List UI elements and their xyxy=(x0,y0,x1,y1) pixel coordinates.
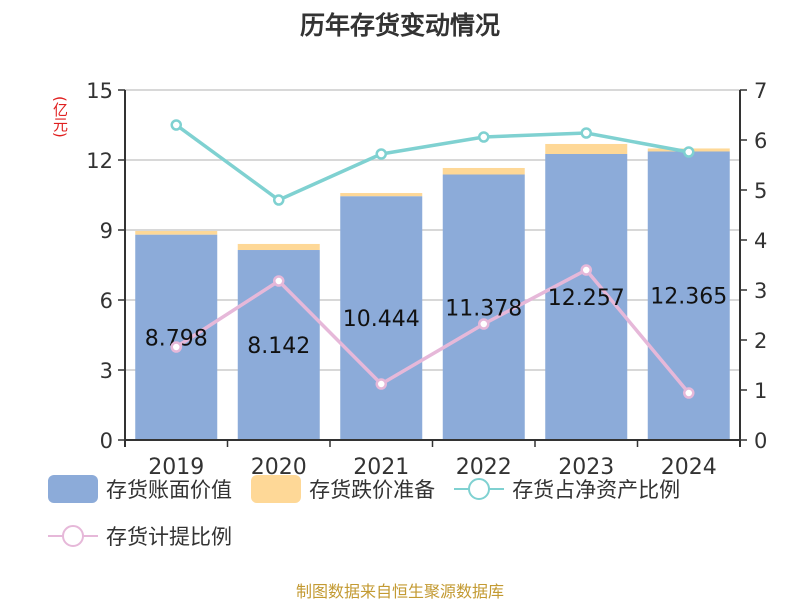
y2-axis-tick-label: 4 xyxy=(754,229,767,253)
x-axis-tick-label: 2022 xyxy=(456,455,512,480)
y-axis-tick-label: 15 xyxy=(86,79,113,103)
y2-axis-tick-label: 1 xyxy=(754,379,767,403)
legend-label: 存货账面价值 xyxy=(106,478,232,502)
y-axis-tick-label: 6 xyxy=(100,289,113,313)
data-source-note: 制图数据来自恒生聚源数据库 xyxy=(295,582,504,601)
bar-book-value xyxy=(135,234,218,440)
x-axis-tick-label: 2023 xyxy=(558,455,614,480)
bar-provision xyxy=(545,143,628,155)
x-axis-tick-label: 2019 xyxy=(148,455,204,480)
line-provision-ratio xyxy=(175,267,691,395)
legend-item-provision[interactable]: 存货跌价准备 xyxy=(251,472,435,506)
bar-provision xyxy=(237,243,320,251)
x-axis-tick-label: 2021 xyxy=(353,455,409,480)
bar-value-label: 12.365 xyxy=(650,285,727,310)
line-ratio-net-assets xyxy=(175,123,690,203)
legend-line-circle-icon xyxy=(454,475,505,503)
marker-ratio-net-assets xyxy=(683,146,695,158)
legend-item-book-value[interactable]: 存货账面价值 xyxy=(48,472,232,506)
legend-label: 存货占净资产比例 xyxy=(512,478,681,502)
marker-ratio-net-assets xyxy=(273,194,285,206)
bar-value-label: 12.257 xyxy=(548,286,625,311)
y2-axis-tick-label: 6 xyxy=(754,129,767,153)
chart-title: 历年存货变动情况 xyxy=(299,11,500,40)
marker-ratio-net-assets xyxy=(478,131,490,143)
legend: 存货账面价值 存货跌价准备 存货占净资产比例 存货计提比例 xyxy=(48,472,768,554)
y-axis-tick-label: 12 xyxy=(86,149,113,173)
marker-provision-ratio xyxy=(375,378,387,390)
y2-axis-tick-label: 3 xyxy=(754,279,767,303)
y-axis-tick-label: 0 xyxy=(100,429,113,453)
y-axis-tick-label: 3 xyxy=(100,359,113,383)
marker-provision-ratio xyxy=(170,341,182,353)
legend-swatch-book-value xyxy=(48,475,98,503)
y2-axis-tick-label: 7 xyxy=(754,79,767,103)
bar-value-label: 8.142 xyxy=(247,334,310,359)
bar-value-label: 11.378 xyxy=(445,296,522,321)
legend-label: 存货计提比例 xyxy=(106,525,232,549)
x-axis-tick-label: 2024 xyxy=(661,455,717,480)
marker-provision-ratio xyxy=(478,318,490,330)
bar-book-value xyxy=(545,154,628,440)
bar-provision xyxy=(442,167,525,175)
marker-ratio-net-assets xyxy=(170,119,182,131)
marker-provision-ratio xyxy=(580,264,592,276)
legend-label: 存货跌价准备 xyxy=(309,478,436,502)
legend-swatch-provision xyxy=(251,475,302,503)
y2-axis-tick-label: 5 xyxy=(754,179,767,203)
y-axis-unit-label: (亿元) xyxy=(51,96,69,138)
bar-book-value xyxy=(442,174,525,440)
y2-axis-tick-label: 0 xyxy=(754,429,767,453)
legend-item-ratio-net-assets[interactable]: 存货占净资产比例 xyxy=(454,472,680,506)
legend-item-provision-ratio[interactable]: 存货计提比例 xyxy=(48,519,232,553)
bar-provision xyxy=(135,230,218,235)
marker-provision-ratio xyxy=(683,387,695,399)
bar-provision xyxy=(340,193,423,197)
marker-ratio-net-assets xyxy=(580,127,592,139)
bar-value-label: 10.444 xyxy=(343,307,420,332)
legend-line-circle-icon xyxy=(48,522,98,550)
y-axis-tick-label: 9 xyxy=(100,219,113,243)
y2-axis-tick-label: 2 xyxy=(754,329,767,353)
bar-book-value xyxy=(340,196,423,440)
marker-provision-ratio xyxy=(273,275,285,287)
marker-ratio-net-assets xyxy=(375,148,387,160)
